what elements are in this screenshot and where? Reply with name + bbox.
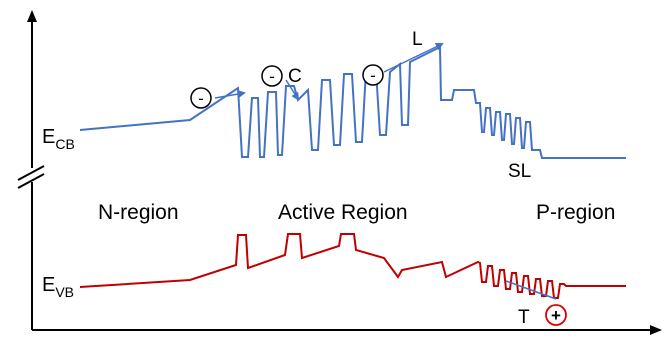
- electron-icon: -: [261, 65, 283, 87]
- evb-label: EVB: [42, 274, 74, 300]
- t-label: T: [518, 307, 530, 328]
- n-region-label: N-region: [98, 201, 179, 224]
- svg-text:-: -: [370, 66, 376, 85]
- svg-text:-: -: [269, 67, 275, 86]
- axis-break-gap: [20, 168, 44, 182]
- active-region-label: Active Region: [278, 201, 408, 224]
- electron-arrow-1: [214, 90, 246, 99]
- svg-text:-: -: [198, 89, 204, 108]
- l-label: L: [412, 29, 423, 50]
- axis-break-mark-upper: [17, 165, 45, 181]
- hole-icon: +: [545, 304, 567, 326]
- conduction-band-line: [79, 45, 626, 159]
- svg-text:+: +: [551, 306, 561, 325]
- ecb-label: ECB: [42, 126, 75, 152]
- electron-arrow-2: [285, 79, 300, 101]
- electron-arrow-3: [383, 43, 444, 73]
- p-region-label: P-region: [536, 201, 615, 224]
- c-label: C: [288, 66, 302, 87]
- electron-icon: -: [190, 87, 212, 109]
- electron-icon: -: [362, 64, 384, 86]
- sl-label: SL: [508, 161, 531, 182]
- valence-band-line: [79, 233, 626, 299]
- axis-break-mark-lower: [17, 173, 45, 189]
- tunneling-arrow: [505, 280, 557, 300]
